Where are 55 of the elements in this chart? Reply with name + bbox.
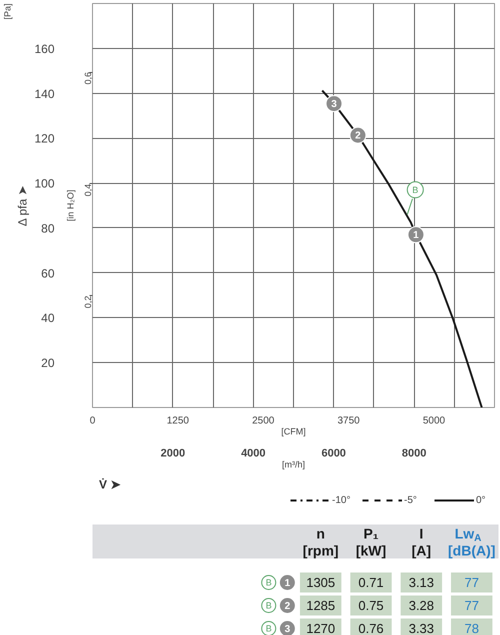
y-tick-label: 120 xyxy=(34,132,55,146)
x2-tick-label: 0 xyxy=(90,416,96,426)
text: 0.76 xyxy=(358,621,384,635)
y-tick-label: 60 xyxy=(41,266,55,280)
y-tick-label: 160 xyxy=(34,42,55,56)
text: 1270 xyxy=(306,621,336,635)
y2-axis-title: [in H₂O] xyxy=(66,190,76,222)
x2-tick-label: 1250 xyxy=(166,416,190,426)
text: 1305 xyxy=(306,575,336,590)
y2-tick-label: 0,6 xyxy=(83,72,93,85)
text: 77 xyxy=(464,575,479,590)
legend-label: -10° xyxy=(332,494,352,506)
y-tick-label: 40 xyxy=(41,311,55,326)
category-label: B xyxy=(266,624,272,634)
annotation: B xyxy=(412,184,418,195)
x-tick-label: 6000 xyxy=(321,448,346,460)
text: 0.75 xyxy=(358,598,384,613)
text: 77 xyxy=(464,598,479,613)
annotation: 3 xyxy=(331,99,338,110)
y-tick-label: 100 xyxy=(34,176,55,191)
legend-label: 0° xyxy=(476,494,487,506)
x-axis-title: [m³/h] xyxy=(282,460,306,470)
legend-label: -5° xyxy=(404,494,418,506)
text: 0.71 xyxy=(358,575,384,590)
category-label: 1 xyxy=(284,578,290,589)
x2-tick-label: 2500 xyxy=(252,416,275,426)
y-tick-label: 80 xyxy=(41,221,55,236)
y-tick-label: 140 xyxy=(34,86,55,101)
text: [Pa] xyxy=(2,3,12,20)
category-label: B xyxy=(266,578,272,588)
text: 3.28 xyxy=(408,598,434,613)
text: 3.33 xyxy=(408,621,434,635)
category-label: n [rpm] xyxy=(302,526,339,558)
text: V̇ ➤ xyxy=(98,478,122,492)
category-label: 2 xyxy=(284,601,290,612)
annotation: 2 xyxy=(355,130,362,142)
category-label: I [A] xyxy=(412,526,432,558)
category-label: B xyxy=(266,600,272,610)
x2-tick-label: 3750 xyxy=(337,416,360,426)
y2-tick-label: 0,4 xyxy=(83,184,93,196)
x-tick-label: 4000 xyxy=(241,448,266,460)
line-series xyxy=(321,90,483,408)
text: 3.13 xyxy=(408,575,434,590)
x2-axis-title: [CFM] xyxy=(281,426,306,436)
category-label: 3 xyxy=(284,624,290,635)
y2-tick-label: 0,2 xyxy=(83,296,93,308)
category-label: P₁ [kW] xyxy=(356,526,386,558)
x-tick-label: 8000 xyxy=(402,448,426,460)
x-tick-label: 2000 xyxy=(160,448,186,460)
y-tick-label: 20 xyxy=(41,356,55,370)
x2-tick-label: 5000 xyxy=(422,416,446,426)
text: 78 xyxy=(464,621,479,635)
y-axis-title: Δ pfa ➤ xyxy=(15,185,30,226)
annotation: 1 xyxy=(413,230,420,242)
text: 1285 xyxy=(306,598,336,613)
